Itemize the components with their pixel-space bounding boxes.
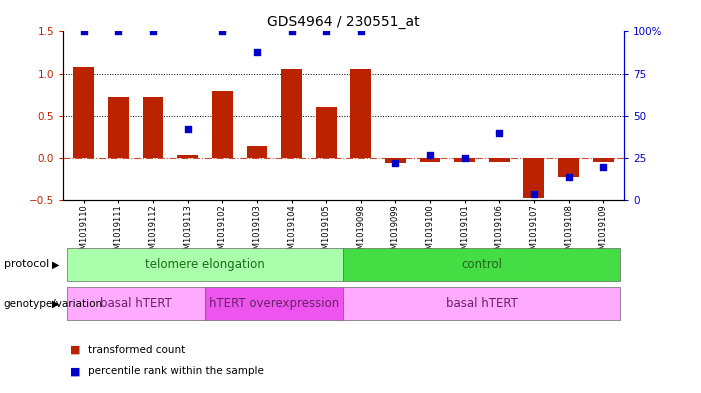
Text: transformed count: transformed count xyxy=(88,345,185,355)
Point xyxy=(529,191,540,197)
Bar xyxy=(350,70,372,158)
Point xyxy=(424,152,435,158)
Text: basal hTERT: basal hTERT xyxy=(446,297,518,310)
Point xyxy=(182,126,193,132)
Text: control: control xyxy=(461,258,503,271)
Bar xyxy=(524,158,544,198)
Text: ■: ■ xyxy=(70,366,81,376)
Bar xyxy=(281,70,302,158)
Bar xyxy=(212,90,233,158)
Bar xyxy=(454,158,475,162)
Point xyxy=(286,28,297,35)
Bar xyxy=(420,158,440,162)
Point xyxy=(494,130,505,136)
Title: GDS4964 / 230551_at: GDS4964 / 230551_at xyxy=(267,15,420,29)
Point xyxy=(390,160,401,166)
Text: genotype/variation: genotype/variation xyxy=(4,299,102,309)
Point xyxy=(217,28,228,35)
Bar xyxy=(143,97,163,158)
Point xyxy=(355,28,367,35)
Text: basal hTERT: basal hTERT xyxy=(100,297,172,310)
Point xyxy=(459,155,470,161)
Point xyxy=(147,28,158,35)
Bar xyxy=(74,67,94,158)
Text: telomere elongation: telomere elongation xyxy=(145,258,265,271)
Point xyxy=(252,49,263,55)
Point xyxy=(597,163,608,170)
Text: ▶: ▶ xyxy=(52,259,60,269)
Bar xyxy=(247,145,267,158)
Bar xyxy=(489,158,510,162)
Point xyxy=(563,174,574,180)
Bar xyxy=(108,97,129,158)
Bar xyxy=(385,158,406,163)
Bar xyxy=(558,158,579,177)
Text: hTERT overexpression: hTERT overexpression xyxy=(209,297,339,310)
Point xyxy=(79,28,90,35)
Point xyxy=(320,28,332,35)
Bar xyxy=(315,107,336,158)
Text: ▶: ▶ xyxy=(52,299,60,309)
Point xyxy=(113,28,124,35)
Bar xyxy=(177,155,198,158)
Text: percentile rank within the sample: percentile rank within the sample xyxy=(88,366,264,376)
Bar xyxy=(593,158,613,162)
Text: protocol: protocol xyxy=(4,259,49,269)
Text: ■: ■ xyxy=(70,345,81,355)
